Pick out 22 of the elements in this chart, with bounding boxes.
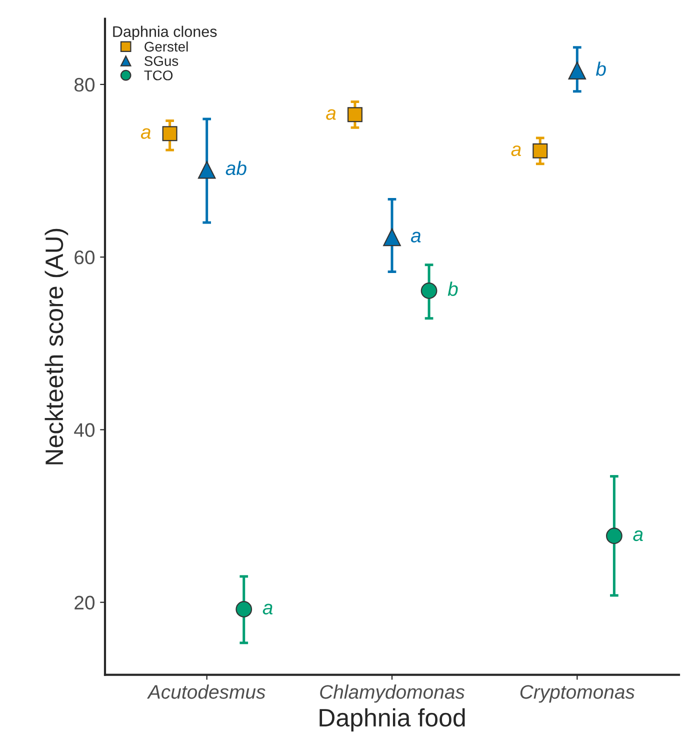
y-tick-label: 20 — [74, 596, 95, 610]
legend-label: TCO — [144, 70, 173, 80]
x-tick-label: Acutodesmus — [146, 684, 266, 699]
y-axis-title: Neckteeth score (AU) — [44, 228, 68, 464]
data-label: a — [410, 232, 421, 242]
legend-label: SGus — [144, 56, 178, 66]
x-tick-label: Cryptomonas — [520, 685, 635, 703]
data-label: b — [596, 62, 606, 76]
data-label: a — [633, 530, 643, 542]
y-tick-label: 60 — [74, 250, 95, 264]
y-tick-label: 80 — [74, 78, 95, 92]
data-label: a — [262, 604, 273, 614]
data-label: a — [511, 145, 521, 156]
data-label: a — [326, 109, 336, 120]
legend-title: Daphnia clones — [113, 26, 217, 40]
x-tick-label: Chlamydomonas — [320, 684, 465, 703]
data-label: b — [448, 282, 458, 296]
data-label: ab — [226, 160, 246, 176]
y-tick-label: 40 — [74, 423, 95, 437]
data-label: a — [140, 128, 151, 139]
legend-label: Gerstel — [144, 41, 188, 52]
x-axis-title: Daphnia food — [320, 708, 465, 732]
